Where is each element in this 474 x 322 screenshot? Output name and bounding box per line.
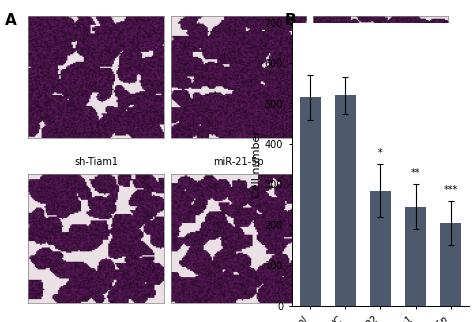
Y-axis label: Cell number: Cell number	[252, 130, 262, 198]
Text: Control: Control	[78, 0, 114, 2]
Bar	[370, 191, 391, 306]
Bar	[405, 207, 426, 306]
Text: miR-21-5p: miR-21-5p	[213, 157, 264, 167]
Text: *: *	[378, 148, 383, 158]
Text: B: B	[284, 13, 296, 28]
Text: sh-Tiam1: sh-Tiam1	[74, 157, 118, 167]
Text: A: A	[5, 13, 17, 28]
Text: **: **	[411, 168, 420, 178]
Bar	[440, 223, 461, 306]
Bar	[335, 95, 356, 306]
Text: ***: ***	[444, 185, 458, 194]
Text: NC: NC	[231, 0, 245, 2]
Text: sh-circRNA-ACAP2: sh-circRNA-ACAP2	[337, 0, 424, 2]
Bar	[300, 98, 321, 306]
